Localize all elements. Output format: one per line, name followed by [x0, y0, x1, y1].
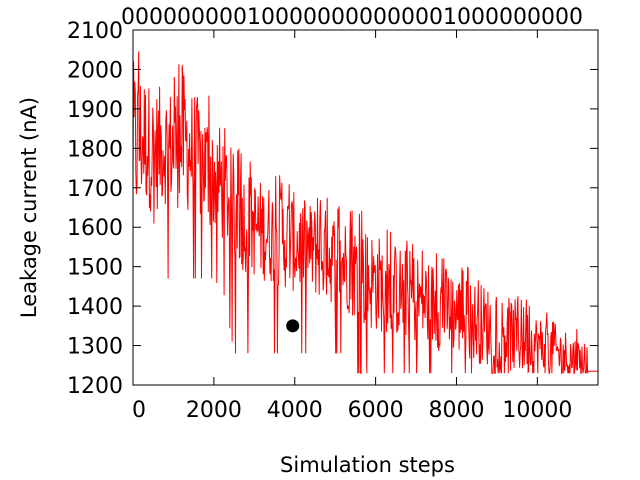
y-axis-label: Leakage current (nA)	[17, 97, 41, 318]
y-tick-label: 1800	[67, 137, 123, 162]
top-axis-label: 000000000100000000000001000000000	[121, 5, 583, 30]
x-tick-label: 0	[132, 398, 146, 423]
y-tick-label: 1500	[67, 256, 123, 281]
highlight-point	[286, 319, 300, 333]
y-tick-label: 1200	[67, 374, 123, 399]
y-tick-label: 2100	[67, 19, 123, 44]
y-tick-label: 2000	[67, 58, 123, 83]
x-axis-label: Simulation steps	[280, 453, 455, 477]
x-tick-label: 10000	[502, 398, 572, 423]
y-tick-label: 1300	[67, 335, 123, 360]
series-line-leakage	[132, 51, 598, 374]
x-tick-label: 2000	[186, 398, 242, 423]
y-tick-label: 1400	[67, 295, 123, 320]
series-layer	[132, 51, 598, 374]
x-tick-label: 8000	[428, 398, 484, 423]
y-tick-label: 1700	[67, 177, 123, 202]
y-tick-label: 1900	[67, 98, 123, 123]
x-tick-label: 6000	[348, 398, 404, 423]
marker-layer	[286, 319, 300, 333]
x-tick-label: 4000	[267, 398, 323, 423]
y-tick-label: 1600	[67, 216, 123, 241]
plot-frame	[132, 29, 599, 386]
tick-layer: 0 2000 4000 6000 8000 10000 1200 1300 1400 1500 16…	[67, 19, 598, 423]
